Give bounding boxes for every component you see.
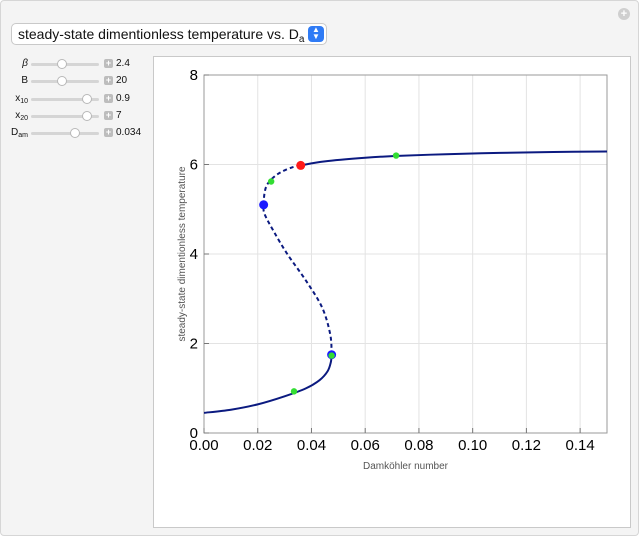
slider-track-Dam[interactable] bbox=[31, 128, 99, 138]
expand-icon[interactable]: + bbox=[104, 75, 113, 85]
series-line bbox=[262, 164, 301, 205]
x-tick-label: 0.02 bbox=[243, 437, 272, 454]
data-point bbox=[328, 352, 335, 359]
data-point bbox=[259, 200, 269, 210]
data-point bbox=[267, 178, 275, 185]
slider-row-B: B +20 bbox=[1, 74, 151, 88]
slider-thumb-beta[interactable] bbox=[56, 59, 67, 69]
slider-track-B[interactable] bbox=[31, 76, 99, 86]
plot-type-select-label: steady-state dimentionless temperature v… bbox=[18, 26, 299, 42]
data-point bbox=[290, 388, 298, 395]
slider-row-Dam: Dam +0.034 bbox=[1, 126, 151, 140]
y-axis-title: steady-state dimentionless temperature bbox=[177, 166, 188, 342]
expand-icon[interactable]: + bbox=[104, 127, 113, 137]
slider-thumb-x10[interactable] bbox=[81, 94, 92, 104]
expand-icon[interactable]: + bbox=[104, 58, 113, 68]
slider-track-beta[interactable] bbox=[31, 59, 99, 69]
slider-row-beta: β +2.4 bbox=[1, 57, 151, 71]
x-axis-title: Damköhler number bbox=[363, 461, 449, 472]
slider-label-x10: x10 bbox=[15, 93, 28, 105]
chart: 0.00 0.02 0.04 0.06 0.08 0.10 0.12 0.14 0 2 4 6 8 Dam… bbox=[177, 67, 608, 472]
slider-value-beta: 2.4 bbox=[116, 58, 130, 69]
slider-track-x10[interactable] bbox=[31, 94, 99, 104]
data-point bbox=[296, 160, 306, 170]
add-icon[interactable]: + bbox=[618, 8, 630, 20]
y-tick-label: 6 bbox=[190, 157, 198, 174]
x-tick-label: 0.04 bbox=[297, 437, 326, 454]
y-tick-label: 8 bbox=[190, 67, 198, 84]
x-tick-label: 0.10 bbox=[458, 437, 487, 454]
slider-label-B: B bbox=[21, 75, 28, 86]
expand-icon[interactable]: + bbox=[104, 110, 113, 120]
slider-row-x10: x10 +0.9 bbox=[1, 92, 151, 106]
slider-label-Dam: Dam bbox=[11, 127, 28, 139]
slider-label-x20: x20 bbox=[15, 110, 28, 122]
slider-thumb-x20[interactable] bbox=[81, 111, 92, 121]
data-point bbox=[392, 152, 400, 159]
slider-value-B: 20 bbox=[116, 75, 128, 86]
y-tick-label: 4 bbox=[190, 246, 198, 263]
slider-value-x10: 0.9 bbox=[116, 93, 130, 104]
x-tick-label: 0.06 bbox=[351, 437, 380, 454]
x-tick-label: 0.12 bbox=[512, 437, 541, 454]
slider-row-x20: x20 +7 bbox=[1, 109, 151, 123]
series-line bbox=[262, 204, 333, 355]
slider-label-beta: β bbox=[22, 58, 28, 69]
y-tick-label: 2 bbox=[190, 336, 198, 353]
plot-type-select[interactable]: steady-state dimentionless temperature v… bbox=[11, 23, 327, 45]
slider-thumb-B[interactable] bbox=[56, 76, 67, 86]
y-tick-label: 0 bbox=[190, 425, 198, 442]
slider-value-x20: 7 bbox=[116, 110, 122, 121]
slider-track-x20[interactable] bbox=[31, 111, 99, 121]
slider-thumb-Dam[interactable] bbox=[70, 128, 81, 138]
plot-panel: 0.00 0.02 0.04 0.06 0.08 0.10 0.12 0.14 0 2 4 6 8 Dam… bbox=[153, 56, 631, 528]
series-line bbox=[203, 354, 333, 414]
x-tick-label: 0.14 bbox=[566, 437, 595, 454]
x-tick-label: 0.00 bbox=[189, 437, 218, 454]
slider-value-Dam: 0.034 bbox=[116, 127, 142, 138]
series-line bbox=[300, 150, 608, 167]
select-arrows-icon[interactable]: ▲ ▼ bbox=[308, 26, 324, 42]
x-tick-label: 0.08 bbox=[404, 437, 433, 454]
expand-icon[interactable]: + bbox=[104, 93, 113, 103]
plot-type-select-subscript: a bbox=[298, 34, 305, 45]
